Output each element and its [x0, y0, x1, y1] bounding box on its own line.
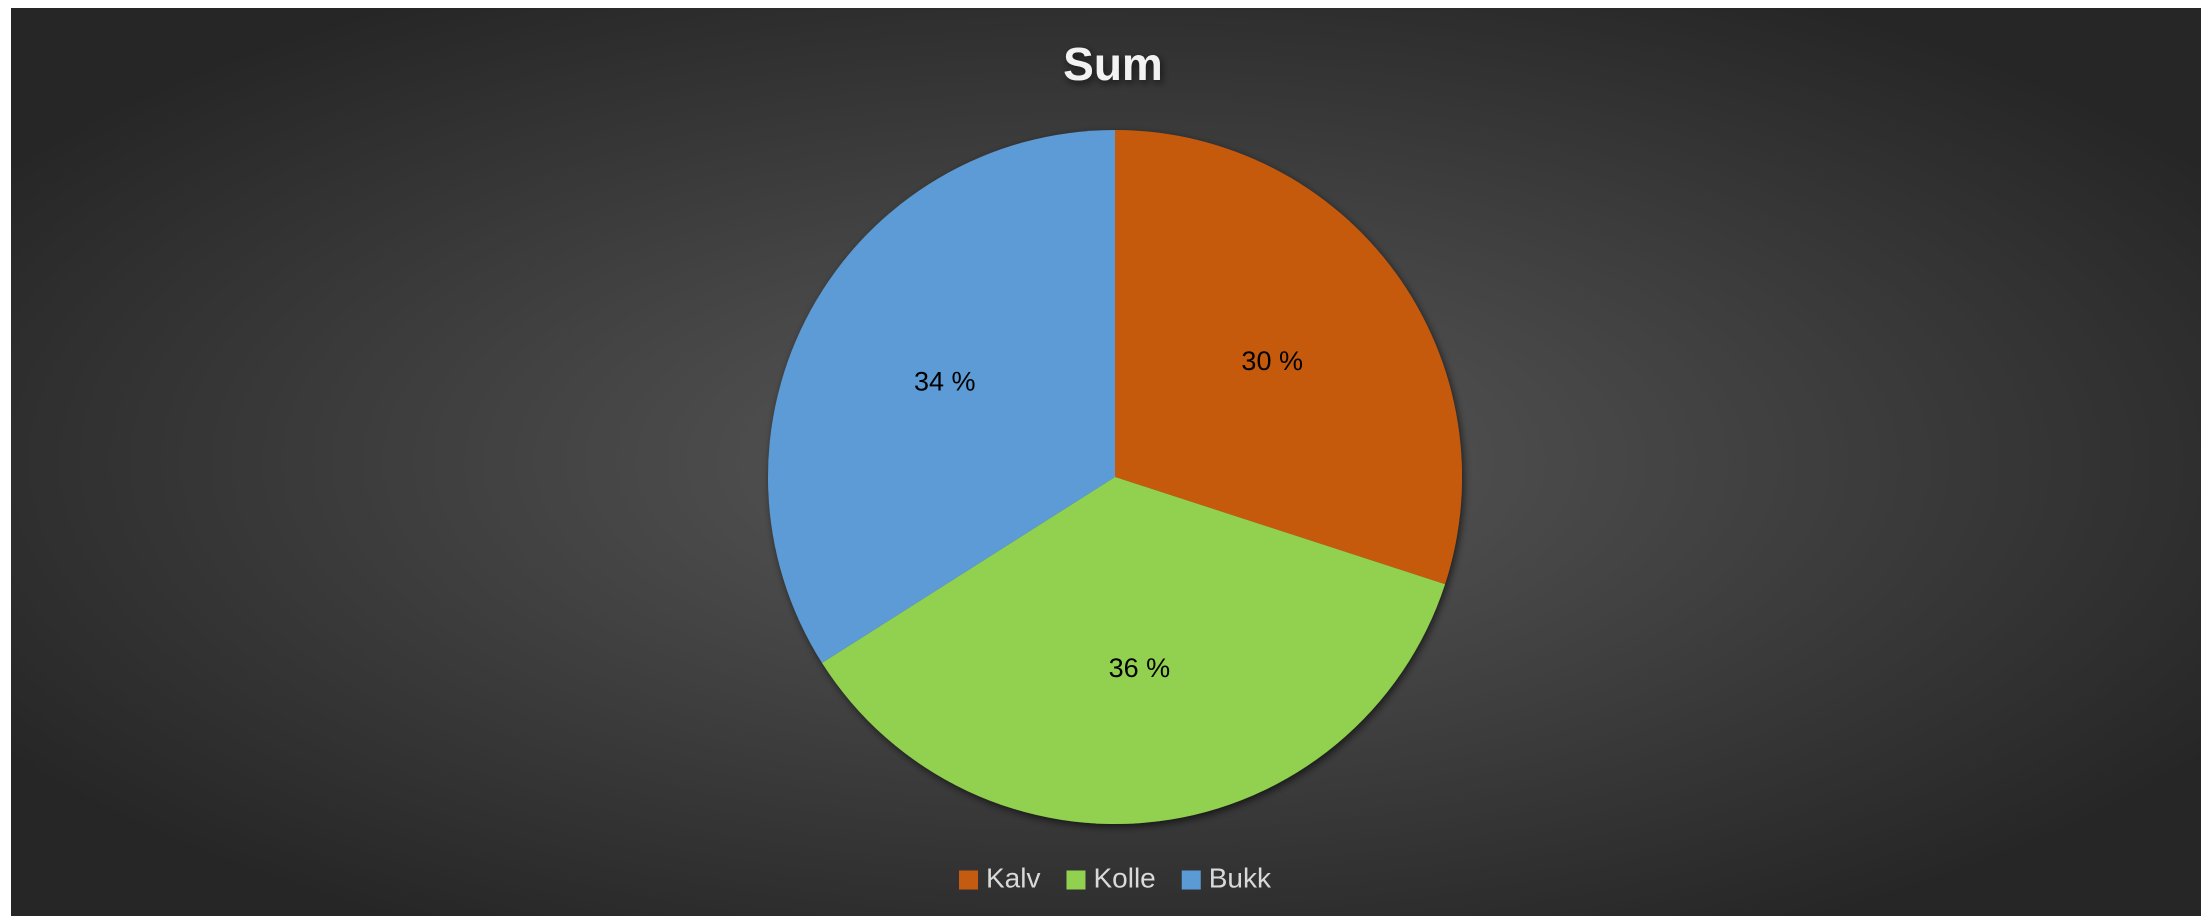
pie-slice — [1115, 130, 1462, 585]
legend-swatch — [959, 870, 979, 890]
legend-label: Kolle — [1093, 862, 1155, 893]
pie — [768, 130, 1462, 824]
legend-label: Bukk — [1209, 862, 1272, 893]
legend-swatch — [1181, 870, 1201, 890]
pie-slice — [822, 477, 1446, 824]
data-label: 36 % — [1109, 653, 1171, 683]
data-label: 34 % — [914, 367, 976, 397]
chart-title: Sum — [1063, 38, 1163, 90]
legend-label: Kalv — [986, 862, 1040, 893]
data-label: 30 % — [1241, 346, 1303, 376]
pie-slice — [768, 130, 1115, 663]
legend-swatch — [1066, 870, 1086, 890]
